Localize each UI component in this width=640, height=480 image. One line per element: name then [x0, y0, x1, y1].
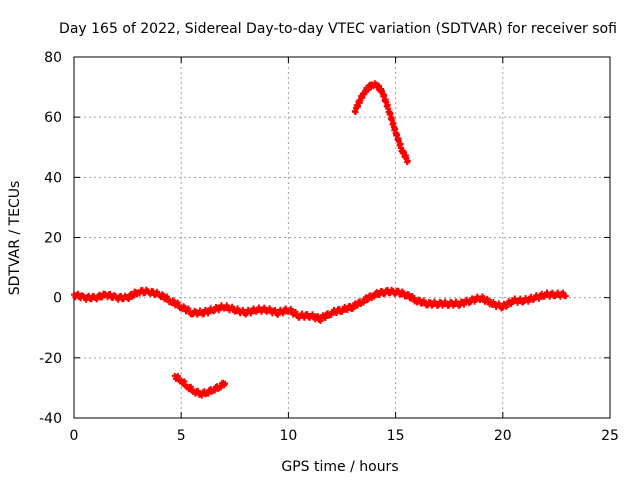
- data-point: [317, 317, 324, 324]
- data-point: [560, 289, 567, 296]
- data-point: [333, 310, 340, 317]
- data-point: [194, 387, 201, 394]
- data-point: [125, 295, 132, 302]
- data-point: [339, 308, 345, 315]
- data-point: [217, 384, 224, 391]
- data-point: [107, 290, 114, 297]
- data-point: [495, 300, 502, 307]
- data-series: [71, 80, 569, 399]
- x-tick-label: 0: [70, 428, 79, 444]
- data-point: [272, 306, 278, 313]
- data-point: [549, 289, 556, 296]
- data-point: [525, 298, 532, 305]
- data-point: [503, 303, 510, 310]
- series-main-track: [71, 286, 569, 324]
- data-point: [309, 311, 316, 318]
- data-point: [198, 392, 205, 399]
- data-point: [239, 306, 246, 313]
- y-tick-label: -40: [39, 411, 62, 427]
- data-point: [75, 290, 82, 297]
- data-point: [314, 313, 321, 320]
- data-point: [181, 378, 188, 385]
- data-point: [535, 295, 542, 302]
- data-point: [405, 291, 412, 298]
- x-tick-label: 5: [177, 428, 186, 444]
- data-point: [99, 294, 106, 301]
- data-point: [371, 293, 378, 300]
- chart-title: Day 165 of 2022, Sidereal Day-to-day VTE…: [59, 21, 617, 37]
- data-point: [171, 298, 178, 305]
- data-point: [130, 292, 137, 299]
- data-point: [349, 305, 356, 312]
- data-point: [222, 380, 229, 387]
- y-tick-label: 20: [44, 231, 62, 247]
- data-point: [174, 373, 181, 380]
- data-point: [205, 390, 212, 397]
- y-tick-label: 40: [44, 170, 62, 186]
- grid-lines: [74, 57, 610, 418]
- x-axis-label: GPS time / hours: [281, 459, 398, 475]
- series-arc-3-dip: [171, 372, 229, 399]
- y-axis-label: SDTVAR / TECUs: [7, 181, 23, 296]
- data-point: [365, 296, 372, 303]
- data-point: [187, 383, 194, 390]
- x-tick-label: 15: [387, 428, 405, 444]
- data-point: [211, 387, 218, 394]
- data-point: [280, 310, 287, 317]
- data-point: [261, 304, 268, 311]
- data-point: [484, 295, 491, 302]
- data-point: [160, 292, 167, 299]
- data-point: [360, 299, 367, 306]
- data-point: [404, 157, 411, 164]
- y-tick-label: -20: [39, 351, 62, 367]
- series-arc-2-hump: [351, 80, 411, 166]
- x-tick-label: 25: [601, 428, 619, 444]
- data-point: [322, 314, 329, 321]
- data-point: [517, 295, 524, 302]
- data-point: [229, 303, 236, 310]
- y-tick-label: 0: [53, 291, 62, 307]
- axis-ticks: 0 5 10 15 20 25 -40 -20 0 20 40 60 80: [39, 50, 619, 444]
- data-point: [93, 296, 100, 303]
- x-tick-label: 20: [494, 428, 512, 444]
- data-point: [287, 305, 294, 312]
- y-tick-label: 80: [44, 50, 62, 66]
- data-point: [304, 310, 311, 317]
- data-point: [562, 293, 569, 300]
- data-point: [354, 302, 361, 309]
- x-tick-label: 10: [279, 428, 297, 444]
- data-point: [292, 308, 299, 315]
- y-tick-label: 60: [44, 110, 62, 126]
